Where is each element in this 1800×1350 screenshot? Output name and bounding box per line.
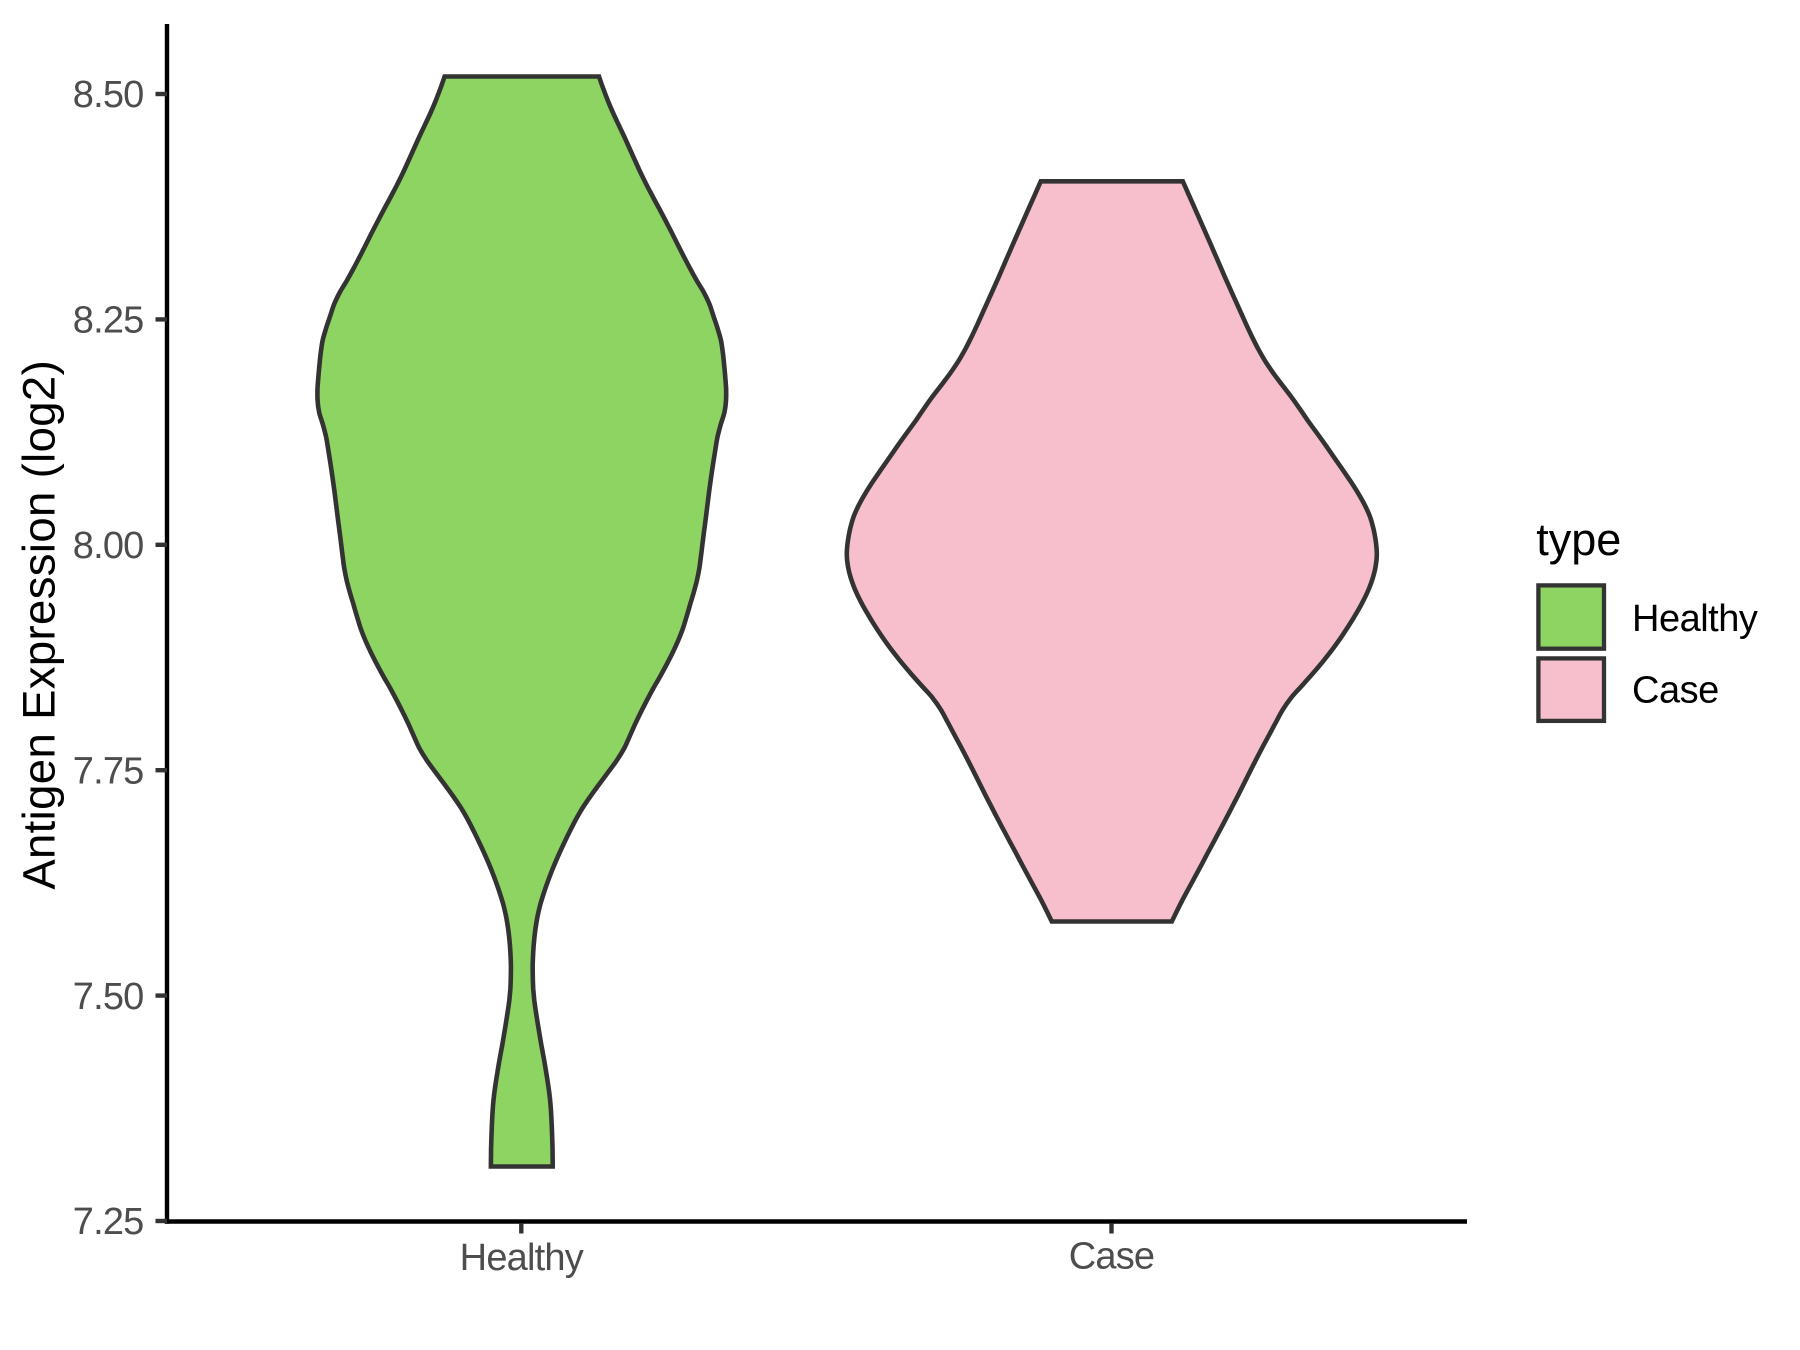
- svg-text:Healthy: Healthy: [1632, 598, 1758, 640]
- svg-text:8.00: 8.00: [73, 525, 144, 567]
- svg-text:7.75: 7.75: [73, 750, 144, 792]
- svg-text:Case: Case: [1632, 670, 1719, 712]
- svg-text:8.50: 8.50: [73, 74, 144, 116]
- svg-text:7.25: 7.25: [73, 1201, 144, 1243]
- svg-text:Case: Case: [1069, 1235, 1155, 1277]
- svg-text:Antigen Expression (log2): Antigen Expression (log2): [14, 360, 65, 890]
- svg-text:type: type: [1536, 514, 1621, 565]
- svg-text:7.50: 7.50: [73, 976, 144, 1018]
- svg-text:Healthy: Healthy: [460, 1237, 584, 1279]
- svg-text:8.25: 8.25: [73, 300, 144, 342]
